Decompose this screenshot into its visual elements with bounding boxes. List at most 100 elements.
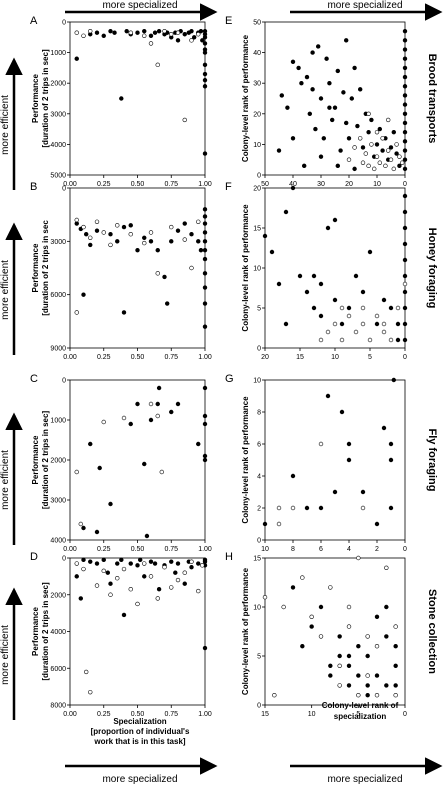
filled-data-point <box>88 441 93 447</box>
y-tick-label: 2 <box>257 506 261 513</box>
open-data-point <box>374 154 380 159</box>
open-data-point <box>108 592 113 597</box>
filled-data-point <box>360 289 366 295</box>
filled-data-point <box>304 289 310 295</box>
open-data-point <box>366 163 371 169</box>
filled-data-point <box>402 321 408 327</box>
open-data-point <box>142 240 147 246</box>
filled-data-point <box>290 473 296 479</box>
filled-data-point <box>380 148 385 153</box>
x-tick-label: 10 <box>331 354 339 361</box>
open-data-point <box>386 148 391 153</box>
x-tick-label: 0 <box>403 354 407 361</box>
filled-data-point <box>388 305 394 311</box>
y-tick-label: 5 <box>257 306 261 313</box>
y-tick-label: 6000 <box>50 292 66 299</box>
open-data-point <box>309 614 314 619</box>
open-data-point <box>88 689 93 695</box>
filled-data-point <box>101 33 106 38</box>
open-data-point <box>196 588 201 594</box>
filled-data-point <box>346 441 352 447</box>
open-data-point <box>182 117 187 123</box>
open-data-point <box>159 469 165 475</box>
bottom-right-arrow-label: more specialized <box>327 774 402 785</box>
filled-data-point <box>202 385 208 391</box>
filled-data-point <box>78 596 84 601</box>
filled-data-point <box>328 673 333 678</box>
open-data-point <box>189 38 194 43</box>
filled-data-point <box>325 225 331 231</box>
filled-data-point <box>310 87 315 92</box>
filled-data-point <box>115 239 120 244</box>
filled-data-point <box>124 28 129 34</box>
open-data-point <box>148 41 154 46</box>
filled-data-point <box>202 41 208 46</box>
open-data-point <box>367 337 373 343</box>
filled-data-point <box>81 525 86 531</box>
filled-data-point <box>202 50 208 55</box>
open-data-point <box>189 559 194 564</box>
filled-data-point <box>262 233 268 239</box>
filled-data-point <box>330 117 335 123</box>
open-data-point <box>189 265 194 271</box>
open-data-point <box>155 271 160 276</box>
filled-data-point <box>189 232 194 237</box>
filled-data-point <box>311 273 317 279</box>
filled-data-point <box>74 56 79 61</box>
open-data-point <box>318 337 324 343</box>
filled-data-point <box>198 28 204 34</box>
open-data-point <box>281 604 286 610</box>
open-data-point <box>374 643 380 649</box>
open-data-point <box>339 305 345 311</box>
x-tick-label: 40 <box>289 181 297 188</box>
filled-data-point <box>365 683 370 688</box>
filled-data-point <box>175 401 181 407</box>
filled-data-point <box>316 44 321 49</box>
open-data-point <box>366 111 371 117</box>
x-tick-label: 0 <box>403 546 407 553</box>
x-tick-label: 15 <box>261 711 269 718</box>
plot-frame <box>69 21 206 176</box>
filled-data-point <box>202 230 208 235</box>
open-data-point <box>128 30 133 35</box>
y-axis-label: [duration of 2 trips in sec] <box>41 49 50 148</box>
filled-data-point <box>335 163 340 169</box>
filled-data-point <box>202 559 208 564</box>
filled-data-point <box>128 561 133 566</box>
filled-data-point <box>332 297 338 303</box>
open-data-point <box>318 441 324 447</box>
filled-data-point <box>393 643 398 649</box>
filled-data-point <box>81 292 86 297</box>
panel-a: A 0.00 0.25 0.50 0.75 1.00 0 1000 2000 3000 4000 50… <box>30 15 212 188</box>
filled-data-point <box>290 59 296 64</box>
filled-data-point <box>402 65 408 71</box>
open-data-point <box>101 230 106 235</box>
filled-data-point <box>182 581 187 586</box>
y-tick-label: 4000 <box>50 538 66 545</box>
filled-data-point <box>304 505 310 511</box>
filled-data-point <box>175 228 181 233</box>
x-tick-label: 0.25 <box>97 546 111 553</box>
open-data-point <box>162 28 167 34</box>
filled-data-point <box>202 214 208 219</box>
filled-data-point <box>119 96 124 101</box>
filled-data-point <box>128 421 133 427</box>
x-tick-label: 10 <box>373 181 381 188</box>
open-data-point <box>352 145 357 150</box>
filled-data-point <box>142 461 147 467</box>
filled-data-point <box>339 321 345 327</box>
filled-data-point <box>346 457 352 463</box>
x-tick-label: 1.00 <box>198 181 212 188</box>
filled-data-point <box>156 385 162 391</box>
filled-data-point <box>135 248 140 253</box>
filled-data-point <box>388 457 394 463</box>
open-data-point <box>339 337 345 343</box>
filled-data-point <box>276 281 282 287</box>
side-arrow-row3: more efficient <box>0 412 23 545</box>
open-data-point <box>272 692 277 698</box>
filled-data-point <box>156 28 162 34</box>
filled-data-point <box>402 289 408 295</box>
x-tick-label: 0 <box>403 711 407 718</box>
filled-data-point <box>360 145 366 150</box>
